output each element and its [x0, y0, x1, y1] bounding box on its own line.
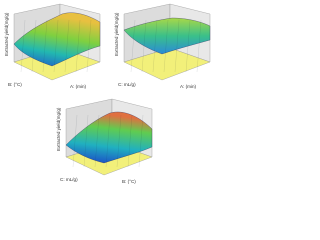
mesh-line: [116, 114, 122, 168]
mesh-line: [53, 19, 59, 73]
mesh-line: [163, 19, 169, 73]
mesh-line: [130, 19, 136, 73]
mesh-line: [141, 19, 147, 73]
left-axis-label: C: mL/g): [118, 82, 136, 87]
figure: Extracted yield(mg/g)B: (°C) A: (min)Extr…: [4, 3, 211, 184]
surface-plot: Extracted yield(mg/g) B: (°C) A: (min): [4, 3, 101, 89]
mesh-line: [64, 19, 70, 73]
z-axis-label: Extracted yield(mg/g): [4, 12, 9, 56]
mesh-line: [174, 19, 180, 73]
right-axis-label: B: (°C): [122, 179, 136, 184]
mesh-line: [94, 114, 100, 168]
mesh-line: [83, 114, 89, 168]
mesh-line: [138, 114, 144, 168]
right-axis-label: A: (min): [70, 84, 87, 89]
mesh-line: [20, 19, 26, 73]
z-axis-label: Extracted yield(mg/g): [114, 12, 119, 56]
right-axis-label: A: (min): [180, 84, 197, 89]
response-surface: [13, 12, 101, 67]
z-axis-label: Extracted yield(mg/g): [56, 107, 61, 151]
mesh-line: [127, 114, 133, 168]
mesh-line: [72, 114, 78, 168]
mesh-line: [185, 19, 191, 73]
mesh-line: [86, 19, 92, 73]
mesh-line: [31, 19, 37, 73]
surface-plot: Extracted yield(mg/g) C: mL/g) A: (min): [114, 3, 211, 89]
mesh-line: [105, 114, 111, 168]
response-surface: [65, 111, 153, 164]
mesh-line: [75, 19, 81, 73]
left-axis-label: B: (°C): [8, 82, 22, 87]
mesh-line: [152, 19, 158, 73]
mesh-line: [196, 19, 202, 73]
floor: [123, 47, 211, 81]
left-axis-label: C: mL/g): [60, 177, 78, 182]
surface-plot: Extracted yield(mg/g) C: mL/g) B: (°C): [56, 98, 153, 184]
mesh-line: [42, 19, 48, 73]
